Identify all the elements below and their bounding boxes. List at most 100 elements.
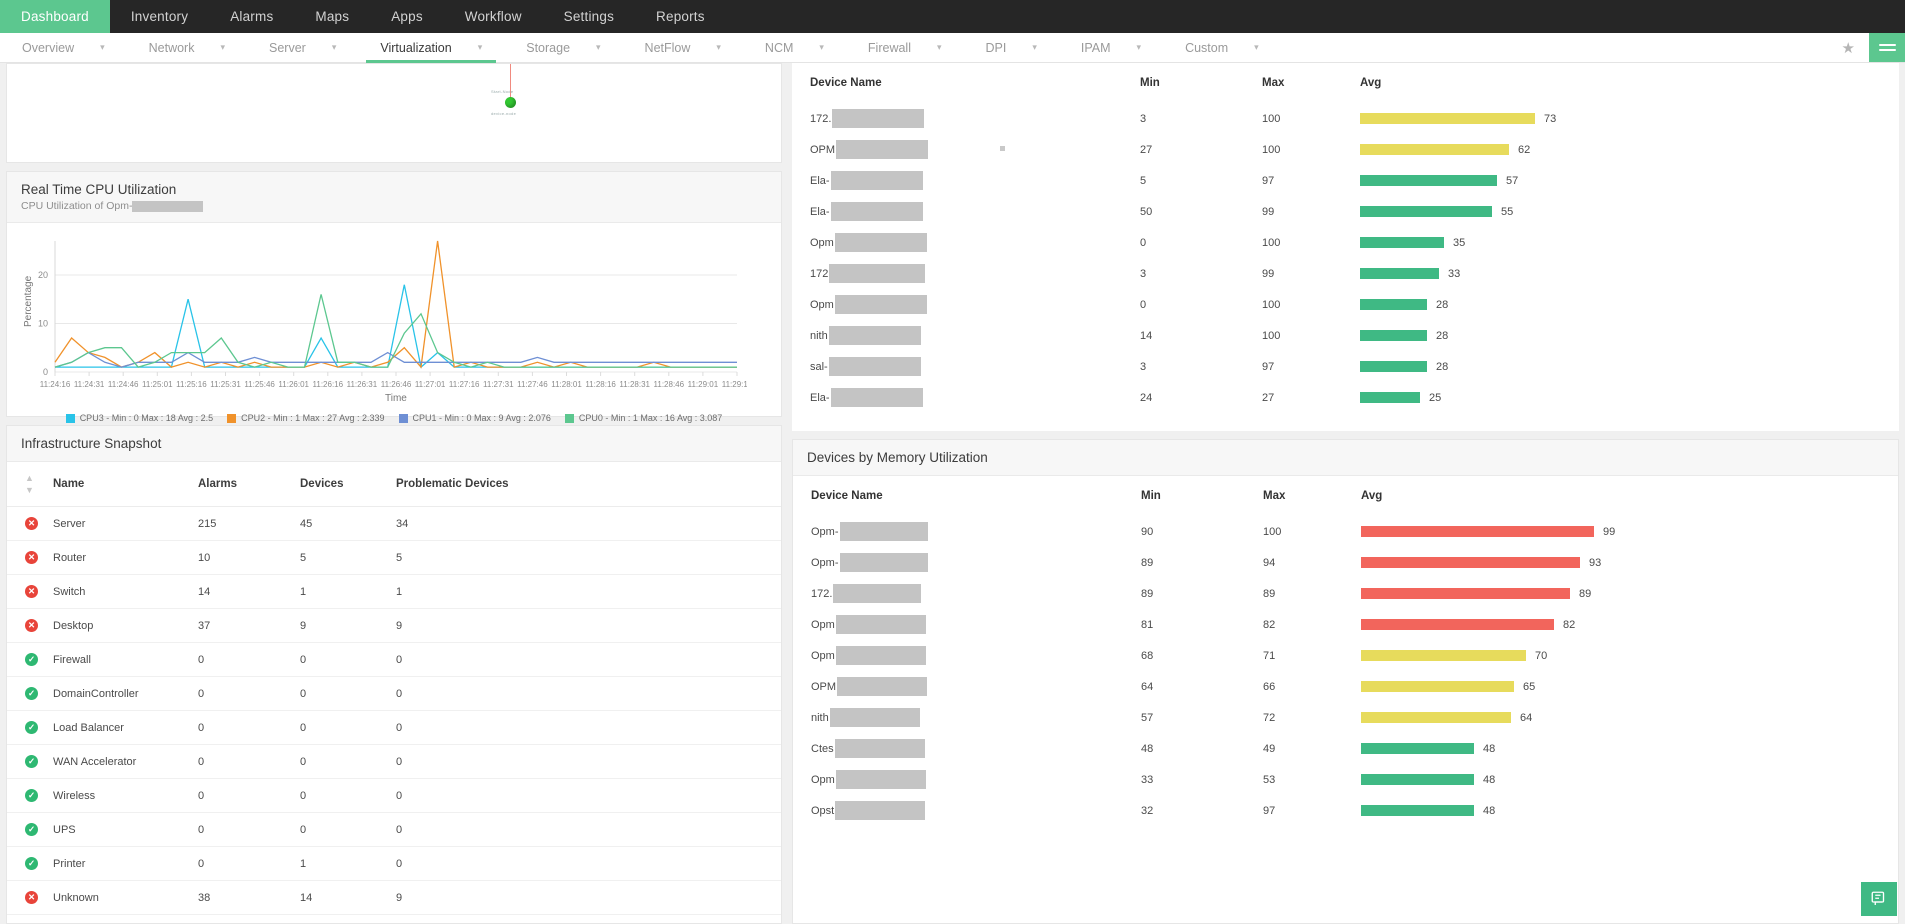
- chevron-down-icon[interactable]: ▾: [100, 42, 105, 52]
- table-row[interactable]: nith 14 100 28: [810, 320, 1877, 351]
- table-row[interactable]: ✕ Router 10 5 5: [7, 540, 781, 575]
- table-row[interactable]: Opm 68 71 70: [811, 640, 1876, 671]
- legend-item-cpu3[interactable]: CPU3 - Min : 0 Max : 18 Avg : 2.5: [65, 413, 213, 423]
- cell-avg: 62: [1360, 134, 1877, 165]
- topnav-item-settings[interactable]: Settings: [563, 9, 615, 24]
- avg-bar-wrapper: 82: [1361, 619, 1876, 631]
- table-row[interactable]: Opm 0 100 35: [810, 227, 1877, 258]
- table-row[interactable]: ✓ UPS 0 0 0: [7, 812, 781, 847]
- chevron-down-icon[interactable]: ▾: [819, 42, 824, 52]
- table-row[interactable]: ✓ WAN Accelerator 0 0 0: [7, 744, 781, 779]
- chevron-down-icon[interactable]: ▾: [596, 42, 601, 52]
- table-row[interactable]: ✓ Firewall 0 0 0: [7, 642, 781, 677]
- subnav-item-storage[interactable]: Storage ▾: [504, 33, 622, 62]
- table-row[interactable]: Ctes 48 49 48: [811, 733, 1876, 764]
- table-row[interactable]: Opst 32 97 48: [811, 795, 1876, 826]
- subnav-item-server[interactable]: Server ▾: [247, 33, 358, 62]
- topnav-item-workflow[interactable]: Workflow: [464, 9, 522, 24]
- subnav-item-network[interactable]: Network ▾: [127, 33, 247, 62]
- subnav-item-ipam[interactable]: IPAM ▾: [1059, 33, 1163, 62]
- table-row[interactable]: Opm- 89 94 93: [811, 547, 1876, 578]
- avg-value: 48: [1483, 804, 1496, 817]
- table-row[interactable]: Opm 81 82 82: [811, 609, 1876, 640]
- sort-arrows-icon[interactable]: ▲ ▼: [25, 473, 34, 495]
- cell-devices: 14: [300, 880, 396, 915]
- legend-item-cpu0[interactable]: CPU0 - Min : 1 Max : 16 Avg : 3.087: [564, 413, 722, 423]
- column-min[interactable]: Min: [1141, 490, 1161, 502]
- subnav-item-label: Custom: [1185, 40, 1229, 55]
- chevron-down-icon[interactable]: ▾: [1254, 42, 1259, 52]
- subnav-item-label: Overview: [22, 40, 75, 55]
- chevron-down-icon[interactable]: ▾: [936, 42, 942, 52]
- table-row[interactable]: Opm- 90 100 99: [811, 516, 1876, 547]
- cell-device-name: sal-: [810, 351, 1140, 382]
- topnav-item-dashboard[interactable]: Dashboard: [0, 0, 110, 33]
- legend-item-cpu1[interactable]: CPU1 - Min : 0 Max : 9 Avg : 2.076: [398, 413, 551, 423]
- column-devices[interactable]: Devices: [300, 462, 396, 507]
- subnav-item-ncm[interactable]: NCM ▾: [743, 33, 846, 62]
- table-row[interactable]: ✕ Unknown 38 14 9: [7, 880, 781, 915]
- table-row[interactable]: ✕ Server 215 45 34: [7, 506, 781, 541]
- column-sort-handle[interactable]: ▲ ▼: [7, 462, 53, 507]
- table-row[interactable]: Ela- 50 99 55: [810, 196, 1877, 227]
- column-min[interactable]: Min: [1140, 77, 1160, 89]
- table-row[interactable]: OPM 64 66 65: [811, 671, 1876, 702]
- table-row[interactable]: 172 3 99 33: [810, 258, 1877, 289]
- avg-bar-wrapper: 57: [1360, 175, 1877, 187]
- column-max[interactable]: Max: [1262, 77, 1285, 89]
- memory-util-title: Devices by Memory Utilization: [807, 450, 988, 465]
- table-row[interactable]: ✓ Load Balancer 0 0 0: [7, 710, 781, 745]
- column-avg[interactable]: Avg: [1360, 77, 1382, 89]
- real-time-cpu-utilization-widget: Real Time CPU Utilization CPU Utilizatio…: [6, 171, 782, 423]
- subnav-item-virtualization[interactable]: Virtualization ▾: [358, 33, 504, 63]
- topnav-item-inventory[interactable]: Inventory: [130, 9, 189, 24]
- topnav-item-apps[interactable]: Apps: [391, 9, 423, 24]
- subnav-item-netflow[interactable]: NetFlow ▾: [623, 33, 743, 62]
- column-device-name[interactable]: Device Name: [811, 490, 883, 502]
- table-row[interactable]: ✓ Printer 0 1 0: [7, 846, 781, 881]
- chevron-down-icon[interactable]: ▾: [477, 42, 483, 52]
- star-icon[interactable]: ★: [1841, 39, 1855, 57]
- column-name[interactable]: Name: [53, 462, 198, 507]
- legend-item-cpu2[interactable]: CPU2 - Min : 1 Max : 27 Avg : 2.339: [227, 413, 385, 423]
- table-row[interactable]: ✓ DomainController 0 0 0: [7, 676, 781, 711]
- column-problematic-devices[interactable]: Problematic Devices: [396, 462, 781, 507]
- svg-text:11:28:31: 11:28:31: [619, 380, 650, 389]
- column-max[interactable]: Max: [1263, 490, 1286, 502]
- hamburger-menu-icon[interactable]: [1869, 33, 1905, 62]
- infrastructure-table-scroll[interactable]: ▲ ▼ Name Alarms Devices Problematic Devic…: [7, 462, 781, 915]
- topnav-item-maps[interactable]: Maps: [315, 9, 350, 24]
- chevron-down-icon[interactable]: ▾: [1136, 42, 1142, 52]
- chevron-down-icon[interactable]: ▾: [716, 42, 721, 52]
- column-avg[interactable]: Avg: [1361, 490, 1383, 502]
- table-row[interactable]: OPM 27 100 62: [810, 134, 1877, 165]
- table-row[interactable]: nith 57 72 64: [811, 702, 1876, 733]
- table-row[interactable]: 172. 89 89 89: [811, 578, 1876, 609]
- chevron-down-icon[interactable]: ▾: [1032, 42, 1037, 52]
- topnav-item-alarms[interactable]: Alarms: [230, 9, 274, 24]
- table-row[interactable]: Opm 33 53 48: [811, 764, 1876, 795]
- table-row[interactable]: Ela- 24 27 25: [810, 382, 1877, 413]
- subnav-item-dpi[interactable]: DPI ▾: [964, 33, 1059, 62]
- subnav-item-firewall[interactable]: Firewall ▾: [846, 33, 964, 62]
- column-alarms[interactable]: Alarms: [198, 462, 300, 507]
- table-row[interactable]: Opm 0 100 28: [810, 289, 1877, 320]
- chat-feedback-icon[interactable]: [1861, 882, 1897, 916]
- table-row[interactable]: 172. 3 100 73: [810, 103, 1877, 134]
- network-topology-widget[interactable]: Start-Node device-node: [6, 63, 782, 163]
- table-row[interactable]: ✕ Desktop 37 9 9: [7, 608, 781, 643]
- table-row[interactable]: ✓ Wireless 0 0 0: [7, 778, 781, 813]
- cell-min: 57: [1141, 711, 1154, 724]
- table-row[interactable]: sal- 3 97 28: [810, 351, 1877, 382]
- table-row[interactable]: ✕ Switch 14 1 1: [7, 574, 781, 609]
- table-row[interactable]: Ela- 5 97 57: [810, 165, 1877, 196]
- column-device-name[interactable]: Device Name: [810, 77, 882, 89]
- drag-handle-dot[interactable]: [1000, 146, 1005, 151]
- subnav-item-custom[interactable]: Custom ▾: [1163, 33, 1281, 62]
- topology-node-icon[interactable]: [505, 97, 516, 108]
- subnav-item-overview[interactable]: Overview ▾: [0, 33, 127, 62]
- device-name-prefix: Ctes: [811, 742, 834, 755]
- chevron-down-icon[interactable]: ▾: [331, 42, 337, 52]
- chevron-down-icon[interactable]: ▾: [220, 42, 225, 52]
- topnav-item-reports[interactable]: Reports: [656, 9, 705, 24]
